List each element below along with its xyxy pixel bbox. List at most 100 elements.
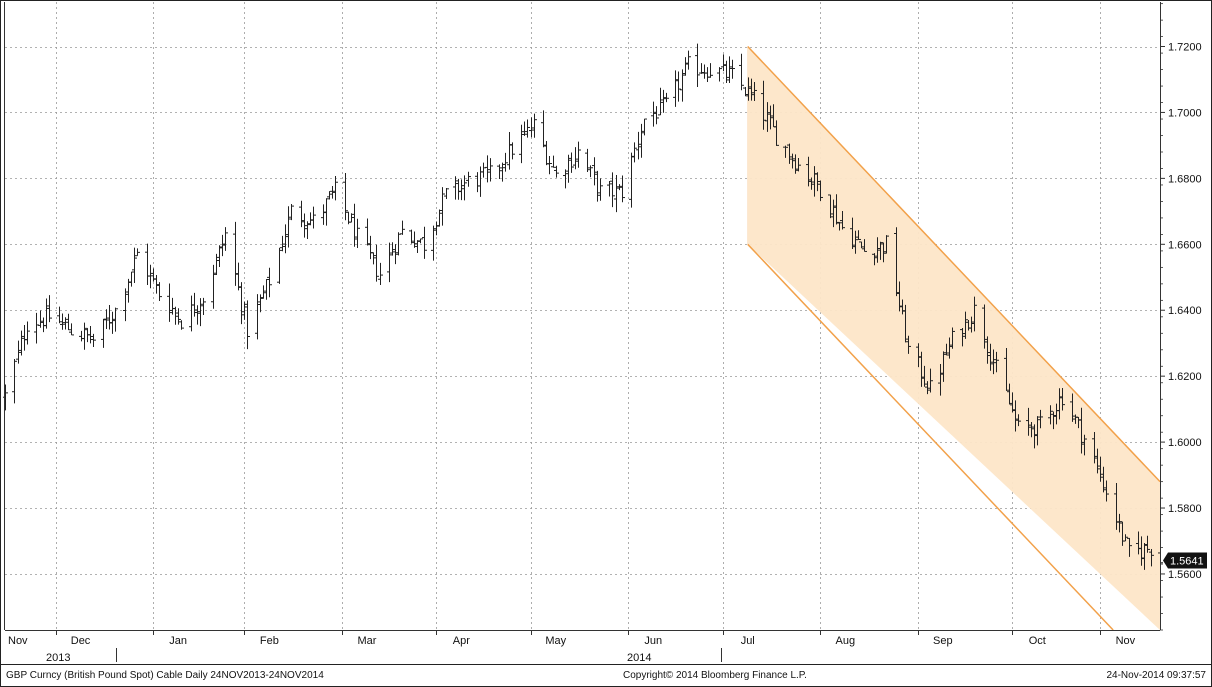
ohlc-bar [818, 180, 823, 202]
footer-copyright: Copyright© 2014 Bloomberg Finance L.P. [623, 670, 807, 681]
y-axis: 1.5600 1.5800 1.6000 1.6200 1.6400 1.6600 1.68… [1160, 3, 1202, 631]
ohlc-bar [1079, 407, 1084, 454]
x-tick-label: Jan [169, 635, 187, 647]
ohlc-bar [321, 204, 326, 225]
ohlc-bar [1060, 387, 1065, 411]
ohlc-bar [330, 185, 335, 199]
ohlc-bar [1013, 400, 1018, 432]
ohlc-bar [466, 171, 471, 187]
ohlc-bar [563, 169, 568, 189]
ohlc-bar [453, 176, 458, 200]
ohlc-bar [305, 221, 310, 239]
ohlc-bar [1117, 513, 1122, 533]
ohlc-bar [960, 327, 965, 347]
ohlc-bar [529, 117, 534, 138]
ohlc-bar [862, 239, 867, 252]
ohlc-bar [566, 154, 571, 183]
ohlc-bar [903, 304, 908, 343]
ohlc-bar [922, 365, 927, 387]
ohlc-bar [790, 153, 795, 169]
ohlc-bar [654, 106, 659, 125]
ohlc-bar [400, 220, 405, 235]
ohlc-bar [1057, 388, 1062, 420]
ohlc-bar [47, 295, 52, 323]
ohlc-bar [972, 296, 977, 332]
ohlc-bar [768, 105, 773, 130]
ohlc-bar [969, 316, 974, 333]
ohlc-bar [415, 240, 420, 253]
ohlc-bar [925, 381, 930, 395]
ohlc-bar [393, 244, 398, 265]
ohlc-bar [1123, 534, 1128, 542]
ohlc-bar [217, 245, 222, 268]
ohlc-bar [642, 118, 647, 136]
ohlc-bar [765, 102, 770, 132]
y-tick-label: 1.6600 [1168, 239, 1202, 251]
ohlc-bar [387, 242, 392, 283]
ohlc-bar [639, 123, 644, 158]
ohlc-bar [947, 337, 952, 359]
ohlc-bar [343, 172, 348, 221]
ohlc-bar [906, 335, 911, 354]
ohlc-bar [211, 264, 216, 309]
regression-channel [747, 45, 1161, 631]
ohlc-bar [614, 175, 619, 213]
ohlc-bar [982, 304, 987, 349]
ohlc-bar [390, 242, 395, 256]
ohlc-bar [327, 191, 332, 200]
ohlc-bar [88, 326, 93, 344]
ohlc-bar [834, 194, 839, 225]
ohlc-bar [872, 253, 877, 266]
ohlc-bar [280, 235, 285, 252]
ohlc-bar [277, 247, 282, 284]
ohlc-bar [444, 187, 449, 200]
ohlc-bar [412, 231, 417, 248]
x-year-label: 2013 [46, 652, 70, 664]
ohlc-bar [1016, 414, 1021, 427]
ohlc-bar [897, 281, 902, 312]
ohlc-bar [884, 235, 889, 254]
ohlc-bar [673, 70, 678, 107]
ohlc-bar [850, 217, 855, 249]
ohlc-bar [374, 244, 379, 282]
ohlc-bar [985, 336, 990, 364]
ohlc-bar [148, 264, 153, 289]
ohlc-bar [1007, 383, 1012, 405]
ohlc-bar [299, 200, 304, 228]
ohlc-bar [752, 82, 757, 101]
last-price-label: 1.5641 [1170, 555, 1204, 567]
ohlc-bar [25, 321, 30, 345]
ohlc-bar [894, 227, 899, 297]
ohlc-bar [1070, 393, 1075, 422]
ohlc-bar [324, 198, 329, 226]
ohlc-bar [1032, 424, 1037, 449]
ohlc-bar [101, 318, 106, 348]
x-tick-label: Feb [260, 635, 279, 647]
ohlc-bar [881, 242, 886, 263]
footer-description: GBP Curncy (British Pound Spot) Cable Da… [6, 670, 324, 681]
ohlc-bar [12, 359, 17, 404]
ohlc-bar [289, 204, 294, 221]
ohlc-bar [157, 282, 162, 301]
ohlc-bar [1092, 431, 1097, 464]
ohlc-bar [963, 311, 968, 339]
ohlc-bar [38, 310, 43, 328]
x-tick-label: Mar [357, 635, 376, 647]
ohlc-bar [783, 145, 788, 158]
ohlc-bar [636, 131, 641, 160]
ohlc-bar [1051, 411, 1056, 430]
ohlc-bar [1095, 448, 1100, 474]
ohlc-bar [607, 180, 612, 197]
ohlc-bar [988, 343, 993, 371]
ohlc-bar [632, 142, 637, 163]
x-tick-label: Jul [741, 635, 755, 647]
ohlc-bar [620, 175, 625, 203]
ohlc-bar [658, 87, 663, 116]
x-tick-label: Sep [933, 635, 953, 647]
ohlc-bar [123, 288, 128, 322]
ohlc-bar [57, 306, 62, 324]
ohlc-bar [60, 313, 65, 330]
price-bars [3, 43, 1163, 575]
ohlc-bar [576, 141, 581, 168]
